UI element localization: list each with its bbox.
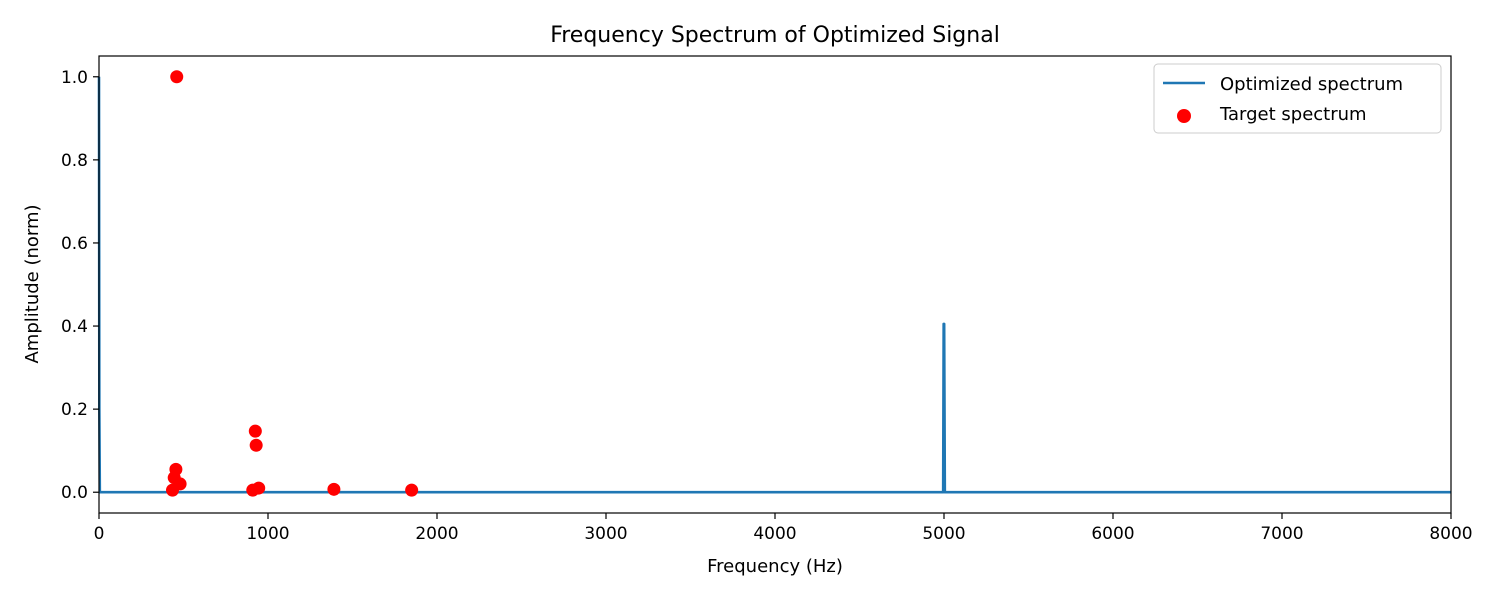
y-tick-label: 0.0 <box>61 483 88 503</box>
y-tick-label: 0.6 <box>61 234 88 254</box>
x-tick-label: 5000 <box>922 524 965 544</box>
y-tick-label: 0.4 <box>61 317 88 337</box>
scatter-point-target-spectrum <box>170 70 184 84</box>
y-tick-label: 0.8 <box>61 151 88 171</box>
x-tick-label: 6000 <box>1091 524 1134 544</box>
legend: Optimized spectrum Target spectrum <box>1153 63 1442 134</box>
series-line-optimized-spectrum <box>97 76 1451 494</box>
y-axis-label: Amplitude (norm) <box>22 204 43 363</box>
scatter-point-target-spectrum <box>252 481 266 495</box>
x-tick-label: 2000 <box>415 524 458 544</box>
y-tick-label: 0.2 <box>61 400 88 420</box>
scatter-point-target-spectrum <box>249 438 263 452</box>
scatter-point-target-spectrum <box>248 424 262 438</box>
x-axis-ticks: 0 1000 2000 3000 4000 5000 6000 7000 8000 <box>94 513 1473 544</box>
x-tick-label: 8000 <box>1429 524 1472 544</box>
chart-title: Frequency Spectrum of Optimized Signal <box>550 23 1000 48</box>
x-tick-label: 4000 <box>753 524 796 544</box>
x-tick-label: 7000 <box>1260 524 1303 544</box>
plot-area <box>97 70 1451 497</box>
legend-box <box>1153 63 1442 134</box>
x-tick-label: 0 <box>94 524 105 544</box>
scatter-point-target-spectrum <box>327 482 341 496</box>
legend-label-optimized: Optimized spectrum <box>1220 74 1403 95</box>
scatter-point-target-spectrum <box>405 483 419 497</box>
legend-marker-swatch <box>1177 109 1191 123</box>
x-axis-label: Frequency (Hz) <box>707 556 843 577</box>
x-tick-label: 3000 <box>584 524 627 544</box>
x-tick-label: 1000 <box>246 524 289 544</box>
scatter-point-target-spectrum <box>173 477 187 491</box>
y-axis-ticks: 0.0 0.2 0.4 0.6 0.8 1.0 <box>61 68 99 503</box>
axes-frame <box>98 55 1452 514</box>
y-tick-label: 1.0 <box>61 68 88 88</box>
legend-label-target: Target spectrum <box>1219 104 1367 125</box>
